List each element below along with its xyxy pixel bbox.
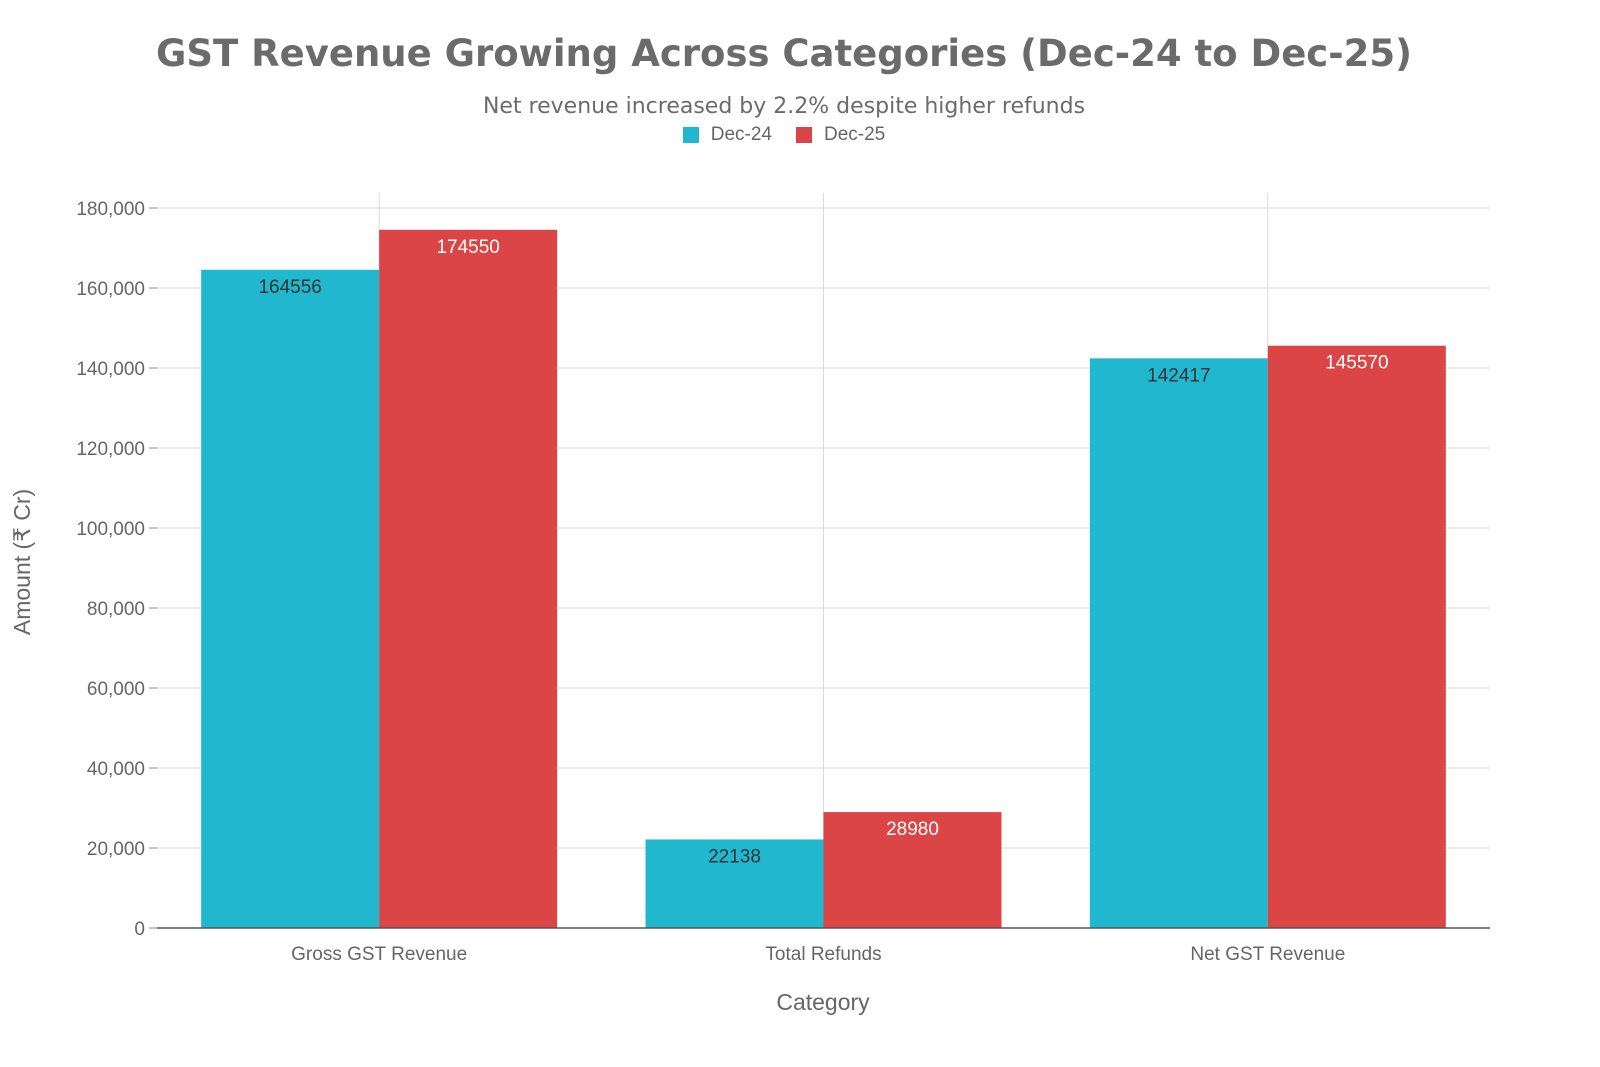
x-tick-label: Total Refunds <box>765 944 881 965</box>
data-label: 142417 <box>1147 365 1210 386</box>
y-tick-label: 140,000 <box>76 359 145 380</box>
legend-item-dec-24[interactable]: Dec-24 <box>682 124 772 146</box>
bar-dec-25 <box>379 229 558 929</box>
y-tick-label: 120,000 <box>76 439 145 460</box>
legend-swatch <box>682 127 699 143</box>
chart-subtitle: Net revenue increased by 2.2% despite hi… <box>482 94 1086 119</box>
y-tick-label: 60,000 <box>87 679 145 700</box>
bar-dec-25 <box>1267 345 1446 929</box>
bar-dec-24 <box>201 269 380 928</box>
data-label: 164556 <box>258 277 321 298</box>
y-axis-title: Amount (₹ Cr) <box>9 489 35 635</box>
x-tick-label: Net GST Revenue <box>1190 944 1345 965</box>
x-tick-label: Gross GST Revenue <box>291 944 467 965</box>
legend: Dec-24 Dec-25 <box>0 124 1568 146</box>
y-tick-label: 40,000 <box>87 759 145 780</box>
data-label: 145570 <box>1325 353 1388 374</box>
legend-label: Dec-24 <box>710 124 772 145</box>
x-axis-title: Category <box>776 989 870 1015</box>
y-tick-label: 0 <box>134 919 145 940</box>
y-tick-label: 180,000 <box>76 199 145 220</box>
legend-swatch <box>796 127 812 143</box>
chart-title: GST Revenue Growing Across Categories (D… <box>156 32 1412 75</box>
bar-dec-24 <box>645 839 824 928</box>
y-tick-label: 20,000 <box>87 839 145 860</box>
data-label: 22138 <box>708 846 761 867</box>
data-label: 174550 <box>436 237 499 258</box>
data-label: 28980 <box>886 819 939 840</box>
legend-label: Dec-25 <box>824 124 886 145</box>
y-tick-label: 160,000 <box>76 279 145 300</box>
y-tick-label: 100,000 <box>76 519 145 540</box>
bar-dec-25 <box>823 812 1002 928</box>
legend-item-dec-25[interactable]: Dec-25 <box>796 124 885 146</box>
bar-dec-24 <box>1089 358 1268 928</box>
y-tick-label: 80,000 <box>87 599 145 620</box>
